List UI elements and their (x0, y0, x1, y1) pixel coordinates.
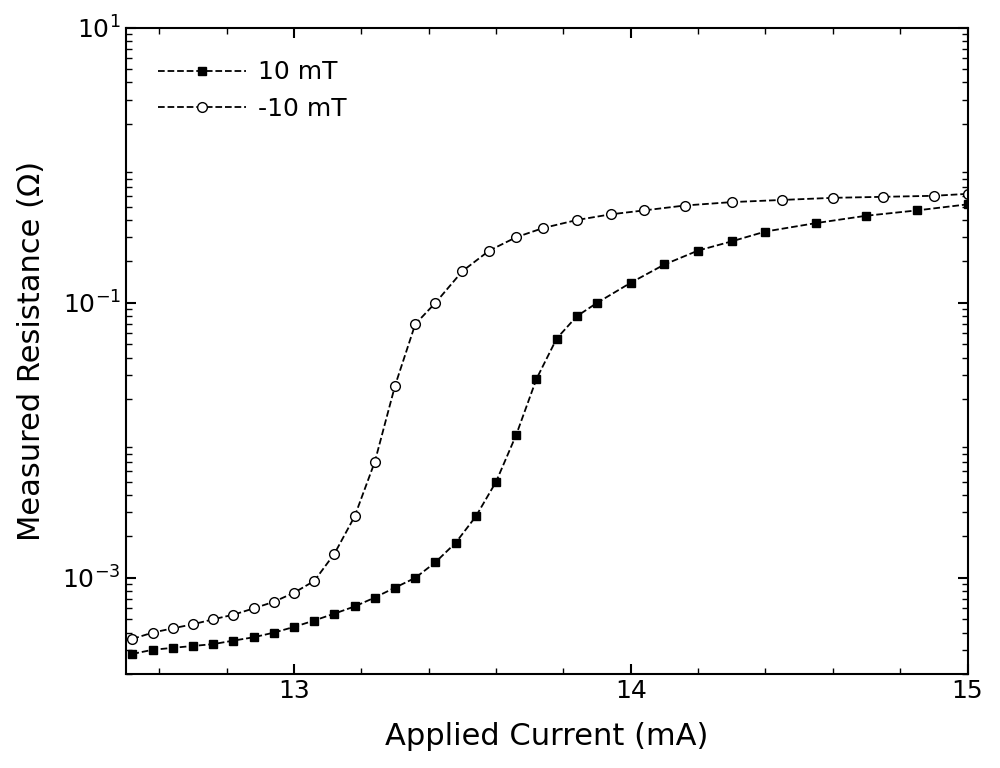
-10 mT (679, 201, 691, 210)
10 mT (911, 206, 923, 215)
-10 mT (227, 610, 239, 619)
10 mT (860, 211, 872, 220)
-10 mT (605, 210, 617, 219)
10 mT (759, 227, 771, 236)
-10 mT (369, 457, 381, 466)
-10 mT (827, 194, 839, 203)
Line: -10 mT: -10 mT (128, 189, 972, 644)
10 mT (126, 649, 138, 658)
10 mT (551, 334, 563, 343)
10 mT (248, 633, 260, 642)
-10 mT (638, 206, 650, 215)
10 mT (591, 298, 603, 307)
Legend: 10 mT, -10 mT: 10 mT, -10 mT (138, 40, 367, 141)
10 mT (450, 538, 462, 548)
-10 mT (409, 319, 421, 329)
10 mT (187, 641, 199, 650)
-10 mT (928, 191, 940, 200)
10 mT (490, 477, 502, 486)
10 mT (389, 583, 401, 592)
-10 mT (167, 624, 179, 633)
-10 mT (483, 246, 495, 255)
10 mT (726, 237, 738, 246)
10 mT (530, 374, 542, 383)
10 mT (409, 573, 421, 582)
-10 mT (187, 620, 199, 629)
-10 mT (248, 604, 260, 613)
-10 mT (429, 298, 441, 307)
-10 mT (126, 634, 138, 644)
10 mT (227, 636, 239, 645)
10 mT (571, 312, 583, 321)
X-axis label: Applied Current (mA): Applied Current (mA) (385, 723, 708, 751)
-10 mT (389, 381, 401, 390)
-10 mT (268, 598, 280, 607)
-10 mT (456, 266, 468, 276)
10 mT (658, 260, 670, 269)
10 mT (349, 602, 361, 611)
-10 mT (537, 223, 549, 233)
-10 mT (726, 197, 738, 207)
-10 mT (328, 549, 340, 558)
10 mT (167, 644, 179, 653)
-10 mT (147, 628, 159, 637)
-10 mT (776, 195, 788, 204)
10 mT (692, 246, 704, 255)
10 mT (625, 278, 637, 287)
-10 mT (288, 588, 300, 598)
10 mT (288, 622, 300, 631)
10 mT (470, 511, 482, 521)
10 mT (268, 628, 280, 637)
10 mT (207, 640, 219, 649)
-10 mT (962, 189, 974, 198)
10 mT (429, 558, 441, 567)
10 mT (810, 218, 822, 227)
-10 mT (510, 233, 522, 242)
10 mT (328, 609, 340, 618)
Line: 10 mT: 10 mT (128, 200, 972, 658)
10 mT (962, 200, 974, 209)
10 mT (147, 645, 159, 654)
Y-axis label: Measured Resistance (Ω): Measured Resistance (Ω) (17, 161, 46, 541)
-10 mT (308, 576, 320, 585)
10 mT (510, 430, 522, 439)
10 mT (369, 593, 381, 602)
-10 mT (877, 192, 889, 201)
-10 mT (349, 511, 361, 521)
-10 mT (571, 215, 583, 224)
10 mT (308, 616, 320, 625)
-10 mT (207, 614, 219, 624)
